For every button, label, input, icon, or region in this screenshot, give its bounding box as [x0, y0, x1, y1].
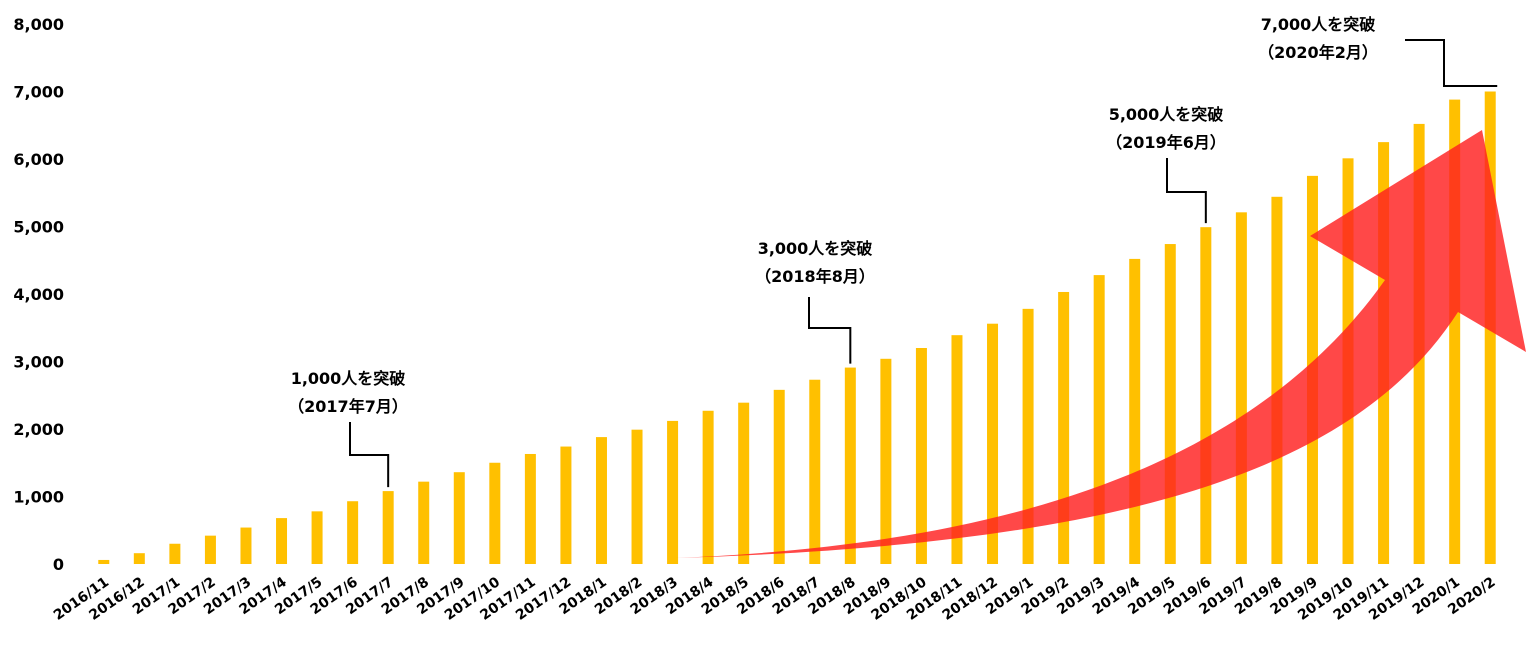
bar: [951, 335, 963, 564]
y-tick-label: 8,000: [13, 15, 64, 34]
bar: [631, 429, 643, 564]
y-tick-label: 5,000: [13, 218, 64, 237]
annotation-date: （2020年2月）: [1258, 43, 1378, 62]
bar: [844, 367, 856, 564]
annotation-date: （2017年7月）: [288, 397, 408, 416]
bar: [595, 437, 607, 564]
bar: [347, 501, 359, 564]
annotation-leader-line: [1166, 158, 1207, 224]
bar: [1235, 212, 1247, 564]
bar: [311, 511, 323, 564]
bar: [453, 472, 465, 564]
bar: [1200, 227, 1212, 565]
annotation-leader-line: [349, 422, 390, 488]
annotation-title: 7,000人を突破: [1261, 15, 1376, 34]
bar: [915, 348, 927, 564]
bar: [880, 358, 892, 564]
annotation-date: （2018年8月）: [755, 267, 875, 286]
y-axis: 0 1,000 2,000 3,000 4,000 5,000 6,000 7,000 8,00…: [13, 15, 64, 574]
bar: [809, 379, 821, 564]
y-tick-label: 2,000: [13, 420, 64, 439]
bar: [169, 543, 181, 564]
bar: [276, 518, 288, 564]
bar: [418, 481, 430, 564]
annotation-title: 5,000人を突破: [1109, 105, 1224, 124]
bar: [773, 389, 785, 564]
bar: [524, 453, 536, 564]
y-tick-label: 4,000: [13, 285, 64, 304]
bar: [738, 402, 750, 564]
y-tick-label: 6,000: [13, 150, 64, 169]
bars: [98, 91, 1496, 565]
y-tick-label: 0: [53, 555, 64, 574]
bar: [98, 559, 110, 564]
bar: [133, 553, 145, 564]
bar: [1022, 308, 1034, 564]
bar: [560, 446, 572, 564]
annotation-leader-line: [1405, 39, 1498, 87]
bar: [1058, 291, 1070, 564]
annotation-title: 3,000人を突破: [758, 239, 873, 258]
y-tick-label: 3,000: [13, 353, 64, 372]
bar: [667, 420, 679, 564]
bar: [1449, 99, 1461, 564]
bar: [1271, 196, 1283, 565]
bar: [702, 410, 714, 564]
bar: [489, 462, 501, 564]
annotation-title: 1,000人を突破: [291, 369, 406, 388]
annotations: 1,000人を突破 （2017年7月） 3,000人を突破 （2018年8月） 5,00…: [288, 15, 1498, 488]
bar: [1129, 258, 1141, 564]
annotation-date: （2019年6月）: [1106, 133, 1226, 152]
bar: [382, 491, 394, 564]
bar: [987, 323, 999, 564]
y-tick-label: 1,000: [13, 488, 64, 507]
bar: [1093, 275, 1105, 564]
bar: [1164, 244, 1176, 565]
y-tick-label: 7,000: [13, 83, 64, 102]
bar: [240, 527, 252, 564]
growth-arrow-icon: [676, 130, 1526, 558]
bar: [204, 535, 216, 564]
x-axis: 2016/112016/122017/12017/22017/32017/420…: [51, 574, 1499, 624]
annotation-leader-line: [808, 297, 852, 364]
